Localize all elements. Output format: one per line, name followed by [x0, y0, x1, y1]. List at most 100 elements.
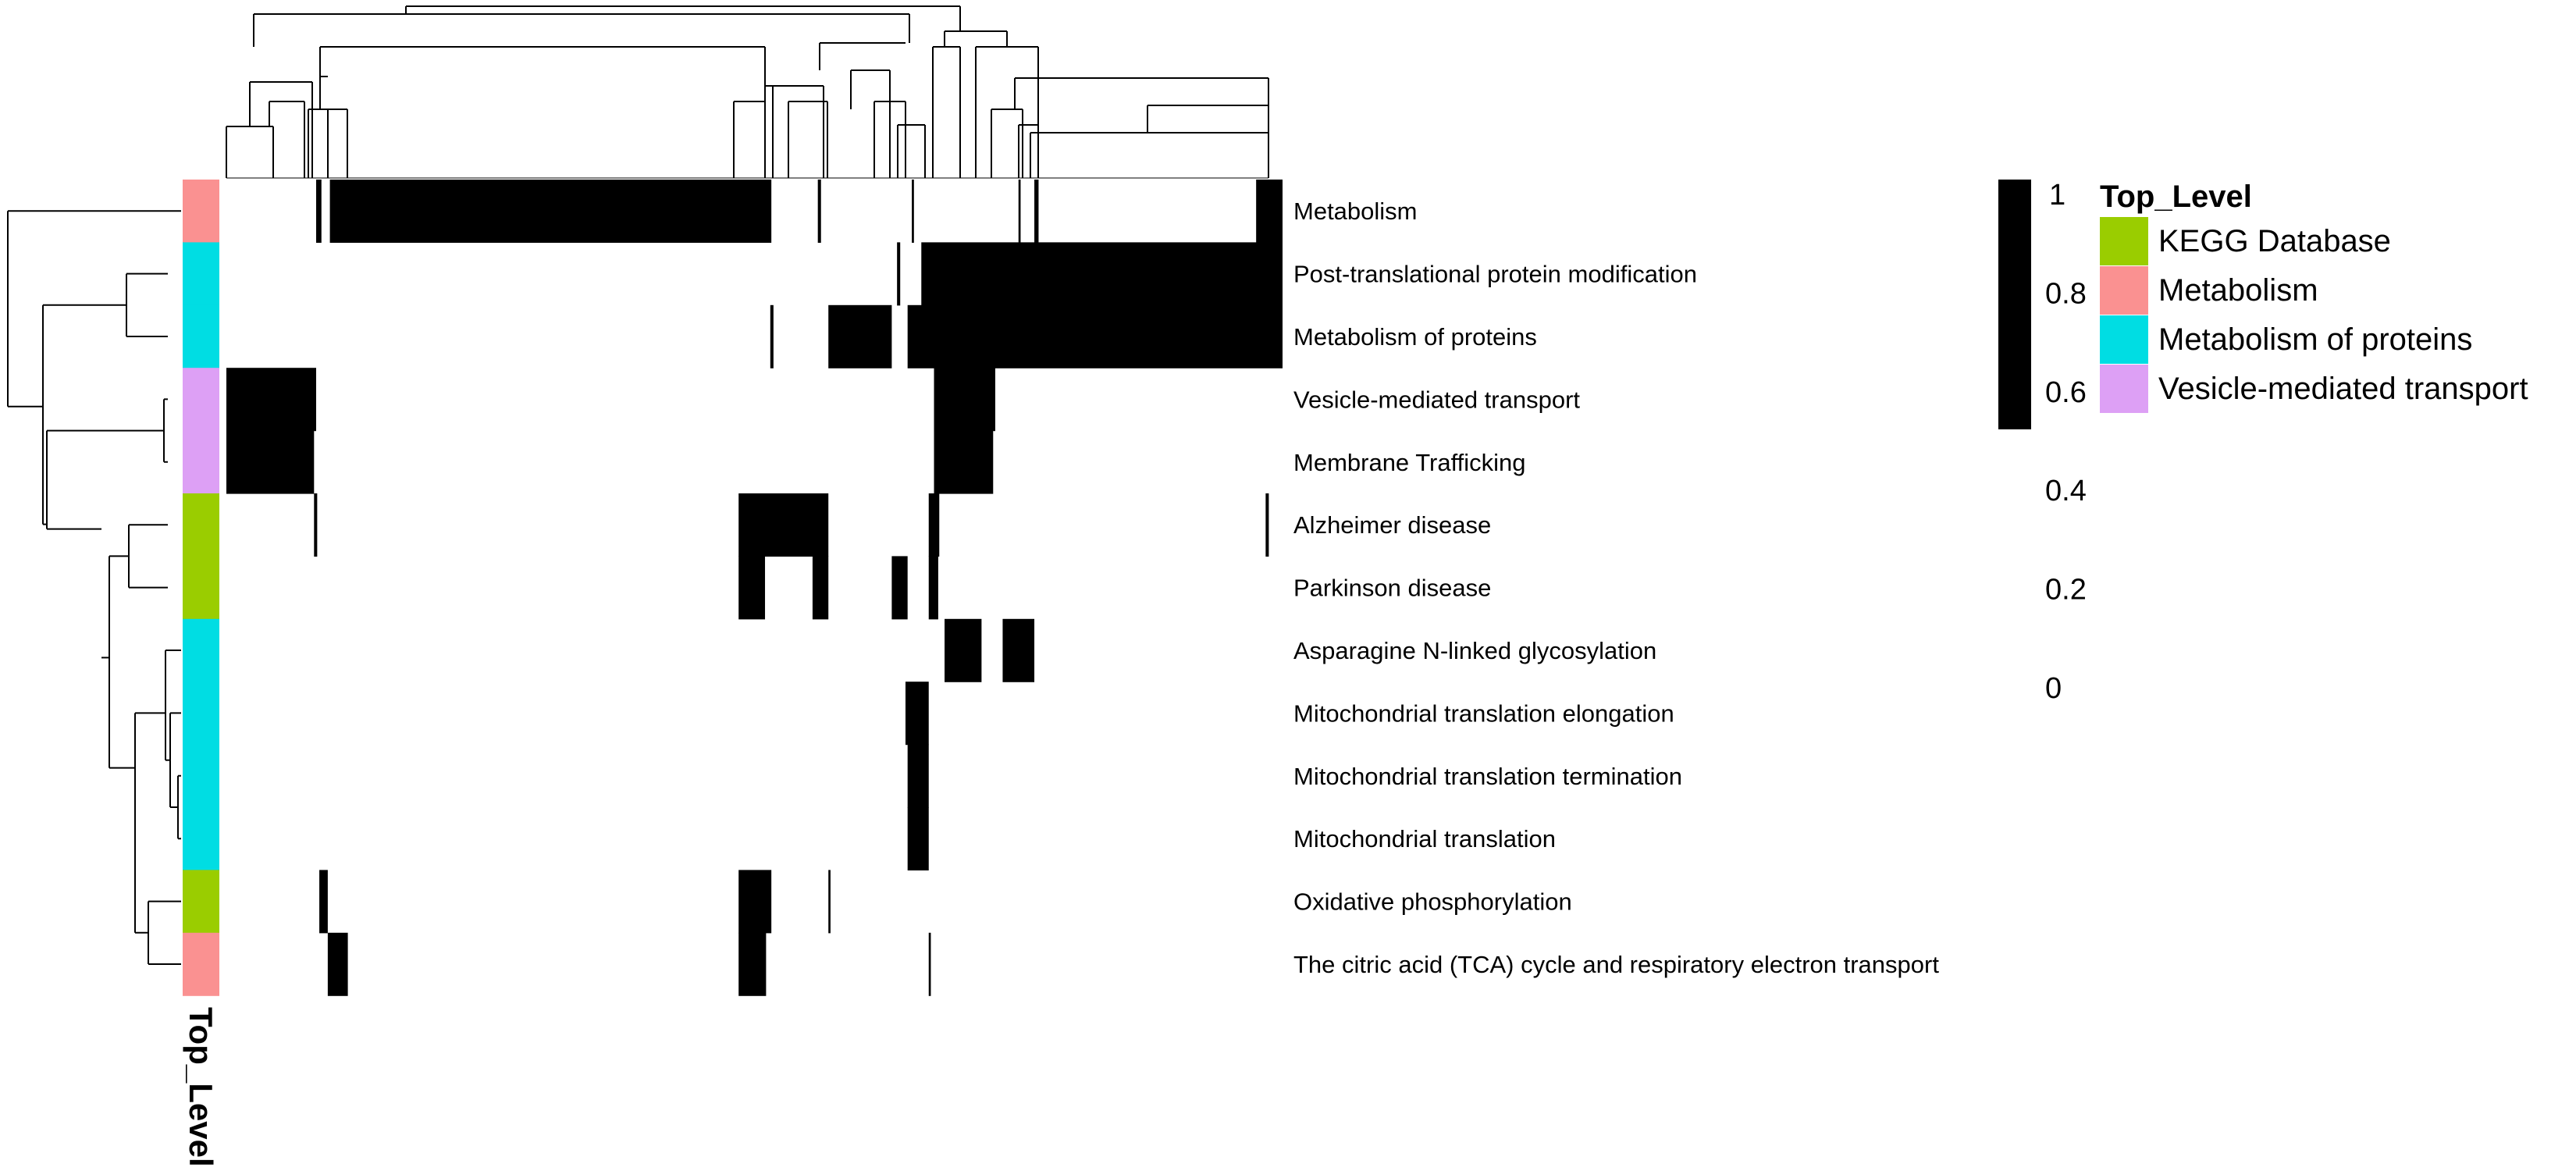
heatmap-cell-r10-0: [907, 807, 929, 870]
column-dendrogram-branch-18: [991, 109, 1023, 178]
heatmap-cell-r7-0: [945, 618, 982, 682]
column-dendrogram-branch-9: [850, 69, 891, 178]
column-dendrogram-branch-6: [733, 101, 765, 178]
heatmap-cell-r3-1: [934, 368, 995, 432]
row-label-1: Post-translational protein modification: [1293, 261, 1697, 288]
column-dendrogram-branch-2: [269, 101, 305, 178]
row-dendrogram-branch-16: [46, 429, 101, 530]
row-dendrogram-branch-11: [148, 900, 181, 965]
annotation-cell-9: [183, 744, 219, 808]
heatmap-cell-r0-1: [329, 180, 772, 243]
color-scale-tick-0: 1: [2049, 179, 2065, 212]
heatmap-cell-r4-1: [934, 430, 994, 494]
legend-swatch-2: [2100, 315, 2148, 364]
heatmap-cell-r5-2: [928, 493, 940, 557]
row-labels: Metabolism Post-translational protein mod…: [1293, 198, 1939, 978]
row-dendrogram: [7, 210, 181, 965]
heatmap-cell-r2-0: [770, 304, 774, 368]
row-label-8: Mitochondrial translation elongation: [1293, 699, 1674, 727]
color-scale: 1 0.8 0.6 0.4 0.2 0: [1998, 179, 2087, 705]
column-dendrogram-branch-4: [319, 76, 328, 109]
legend-swatch-0: [2100, 217, 2148, 265]
annotation-cell-4: [183, 430, 219, 494]
row-dendrogram-branch-12: [134, 712, 165, 934]
annotation-cell-1: [183, 242, 219, 306]
heatmap-cells: [226, 180, 1283, 996]
row-label-7: Asparagine N-linked glycosylation: [1293, 637, 1656, 664]
heatmap-cell-r2-1: [828, 304, 892, 368]
heatmap-cell-r9-0: [907, 744, 929, 808]
annotation-cell-7: [183, 618, 219, 682]
row-dendrogram-branch-4: [128, 524, 168, 589]
row-label-0: Metabolism: [1293, 198, 1418, 225]
column-dendrogram-branch-19: [1014, 77, 1269, 178]
legend-label-0: KEGG Database: [2158, 224, 2391, 258]
heatmap-cell-r2-2: [907, 304, 1283, 368]
heatmap-cell-r0-4: [1018, 180, 1021, 243]
row-dendrogram-branch-14: [109, 556, 117, 769]
annotation-cell-12: [183, 932, 219, 996]
heatmap-cell-r4-0: [226, 430, 315, 494]
column-dendrogram-branch-13: [253, 13, 910, 47]
annotation-cell-3: [183, 368, 219, 432]
color-scale-tick-2: 0.6: [2045, 376, 2087, 409]
heatmap-cell-r6-1: [812, 556, 829, 620]
row-dendrogram-branch-17: [42, 304, 78, 525]
heatmap-cell-r6-0: [738, 556, 766, 620]
heatmap-cell-r0-6: [1256, 180, 1283, 243]
color-scale-tick-3: 0.4: [2045, 475, 2087, 507]
row-dendrogram-branch-10: [165, 650, 181, 760]
column-dendrogram-branch-10: [819, 42, 906, 70]
row-label-3: Vesicle-mediated transport: [1293, 386, 1580, 413]
annotation-cell-8: [183, 682, 219, 746]
row-label-10: Mitochondrial translation: [1293, 825, 1556, 852]
color-scale-tick-1: 0.8: [2045, 277, 2087, 310]
row-label-12: The citric acid (TCA) cycle and respirat…: [1293, 951, 1939, 978]
annotation-cell-5: [183, 493, 219, 557]
column-dendrogram-branch-12: [897, 124, 926, 178]
heatmap-cell-r5-0: [314, 493, 318, 557]
heatmap-cell-r3-0: [226, 368, 317, 432]
row-label-5: Alzheimer disease: [1293, 511, 1491, 539]
color-scale-tick-4: 0.2: [2045, 574, 2087, 607]
column-dendrogram-branch-20: [1018, 124, 1038, 178]
heatmap-cell-r5-1: [738, 493, 829, 557]
heatmap-cell-r0-3: [912, 180, 914, 243]
column-dendrogram-branch-7: [765, 85, 824, 178]
column-dendrogram-branch-11: [873, 101, 906, 178]
column-dendrogram: [226, 5, 1269, 179]
color-scale-bar: [1998, 180, 2031, 429]
heatmap-cell-r6-2: [891, 556, 908, 620]
legend-swatch-3: [2100, 365, 2148, 413]
annotation-cell-0: [183, 180, 219, 243]
row-dendrogram-branch-2: [163, 398, 168, 463]
legend-label-2: Metabolism of proteins: [2158, 322, 2472, 357]
legend-label-3: Vesicle-mediated transport: [2158, 372, 2528, 406]
column-dendrogram-branch-15: [932, 46, 961, 178]
column-dendrogram-branch-3: [308, 109, 348, 178]
row-label-2: Metabolism of proteins: [1293, 323, 1537, 351]
column-dendrogram-branch-17: [975, 46, 1039, 178]
annotation-cell-6: [183, 556, 219, 620]
annotation-cell-11: [183, 870, 219, 934]
heatmap-cell-r11-1: [738, 870, 772, 934]
heatmap-cell-r8-0: [905, 682, 929, 746]
column-dendrogram-branch-1: [249, 81, 313, 178]
row-label-4: Membrane Trafficking: [1293, 449, 1526, 476]
heatmap-cell-r11-0: [319, 870, 328, 934]
heatmap-cell-r12-1: [738, 932, 767, 996]
annotation-cell-10: [183, 807, 219, 870]
column-dendrogram-branch-8: [788, 101, 828, 178]
heatmap-cell-r12-2: [928, 932, 931, 996]
annotation-cell-2: [183, 304, 219, 368]
column-dendrogram-branch-16: [944, 30, 1008, 47]
heatmap-cell-r0-2: [817, 180, 821, 243]
row-label-11: Oxidative phosphorylation: [1293, 888, 1572, 916]
heatmap-cell-r1-1: [921, 242, 1283, 306]
column-dendrogram-branch-0: [226, 126, 274, 178]
top-level-annotation-bar: [183, 180, 219, 996]
color-scale-tick-5: 0: [2045, 672, 2062, 705]
annotation-legend: Top_Level KEGG Database Metabolism Metaboli…: [2100, 180, 2528, 413]
row-label-6: Parkinson disease: [1293, 575, 1491, 602]
